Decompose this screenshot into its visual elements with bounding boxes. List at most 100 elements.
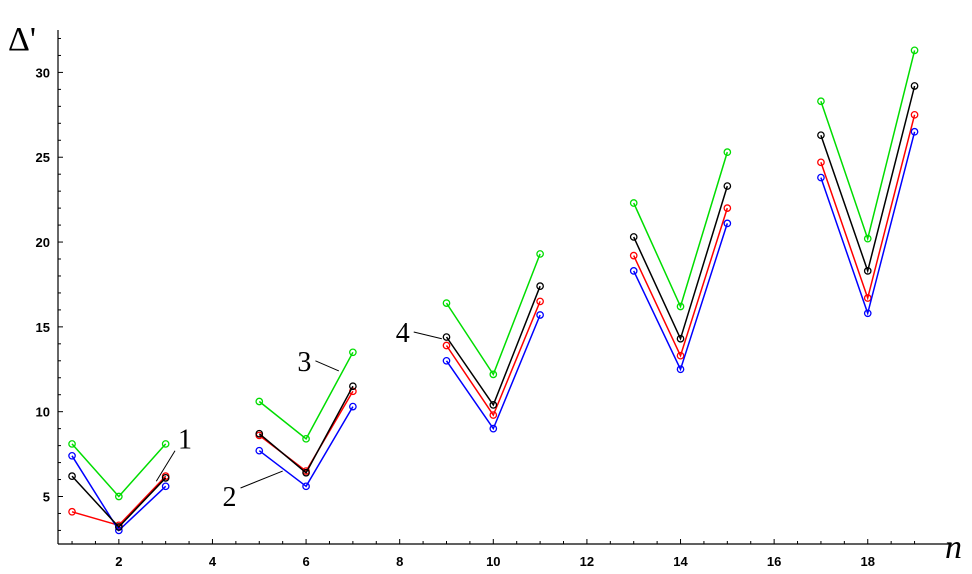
data-point (676, 302, 685, 311)
annotation-label: 4 (396, 318, 410, 349)
annotation-3: 3 (297, 347, 340, 378)
series-layer (68, 46, 919, 535)
series-3-segment (445, 253, 541, 377)
annotation-label: 3 (297, 347, 311, 378)
data-point (817, 158, 825, 167)
annotation-label: 2 (223, 482, 237, 513)
data-point (161, 482, 170, 491)
y-tick-label: 15 (36, 320, 50, 335)
data-point (255, 397, 264, 406)
data-point (676, 365, 685, 374)
series-3-segment (258, 351, 354, 440)
annotation-layer: 12 3 4 (155, 318, 442, 513)
data-point (817, 97, 825, 106)
y-tick-label: 30 (36, 65, 50, 80)
y-tick-label: 10 (36, 405, 50, 420)
data-point (723, 148, 732, 156)
annotation-leader (240, 470, 283, 489)
series-2-segment (445, 314, 541, 431)
data-point (302, 482, 310, 491)
data-point (910, 110, 919, 119)
data-point (442, 299, 451, 307)
y-tick-label: 20 (36, 235, 50, 250)
x-tick-label: 6 (302, 554, 309, 569)
data-point (536, 311, 544, 319)
data-point (536, 297, 544, 306)
data-point (629, 267, 638, 275)
data-point (68, 451, 76, 460)
series-1-segment (633, 207, 729, 358)
y-tick-label: 5 (43, 490, 50, 505)
series-2-segment (258, 406, 354, 488)
annotation-leader (155, 450, 176, 482)
series-3-segment (633, 151, 729, 309)
data-point (161, 473, 170, 482)
data-point (817, 173, 825, 182)
data-point (863, 234, 872, 243)
y-axis-title: Δ' (8, 21, 36, 58)
x-tick-label: 14 (673, 554, 688, 569)
series-4-segment (258, 385, 354, 474)
data-point (536, 282, 544, 291)
data-point (629, 199, 638, 207)
data-point (489, 401, 498, 409)
x-axis-title: n (945, 529, 962, 566)
annotation-label: 1 (178, 425, 192, 456)
data-point (910, 127, 919, 136)
annotation-leader (413, 331, 442, 340)
data-point (68, 440, 76, 448)
x-tick-label: 18 (861, 554, 875, 569)
series-2-segment (820, 131, 916, 316)
data-point (68, 472, 76, 480)
data-point (676, 351, 685, 360)
data-point (489, 411, 498, 419)
series-4-segment (71, 475, 167, 529)
series-4-segment (445, 285, 541, 407)
data-point (817, 131, 825, 140)
series-3-segment (820, 50, 916, 242)
data-point (114, 492, 123, 501)
data-point (302, 468, 310, 477)
data-point (723, 204, 732, 212)
y-tick-label: 25 (36, 150, 50, 165)
series-2 (68, 127, 919, 535)
data-point (723, 182, 732, 190)
data-point (349, 382, 357, 391)
data-point (910, 46, 919, 55)
data-point (629, 233, 638, 241)
annotation-leader (315, 360, 340, 372)
data-point (629, 251, 638, 260)
data-point (442, 341, 451, 350)
data-point (255, 446, 264, 455)
series-4 (68, 82, 919, 531)
series-4-segment (633, 185, 729, 341)
data-point (489, 370, 498, 379)
x-tick-label: 16 (767, 554, 781, 569)
series-4-segment (820, 85, 916, 274)
x-tick-label: 12 (580, 554, 594, 569)
data-point (349, 402, 357, 411)
data-point (68, 507, 76, 516)
x-tick-label: 2 (115, 554, 122, 569)
data-point (863, 309, 872, 318)
data-point (114, 523, 123, 531)
series-1 (68, 110, 919, 530)
data-point (723, 219, 732, 228)
data-point (349, 348, 357, 357)
series-2-segment (633, 223, 729, 372)
x-tick-label: 4 (209, 554, 217, 569)
data-point (442, 333, 451, 341)
data-point (302, 434, 310, 443)
x-tick-label: 10 (486, 554, 500, 569)
data-point (255, 429, 264, 438)
series-3 (68, 46, 919, 501)
data-point (536, 250, 544, 258)
series-1-segment (445, 301, 541, 417)
data-point (863, 267, 872, 275)
series-1-segment (71, 475, 167, 527)
data-point (910, 82, 919, 90)
series-3-segment (71, 443, 167, 498)
data-point (161, 440, 170, 448)
data-point (676, 334, 685, 343)
